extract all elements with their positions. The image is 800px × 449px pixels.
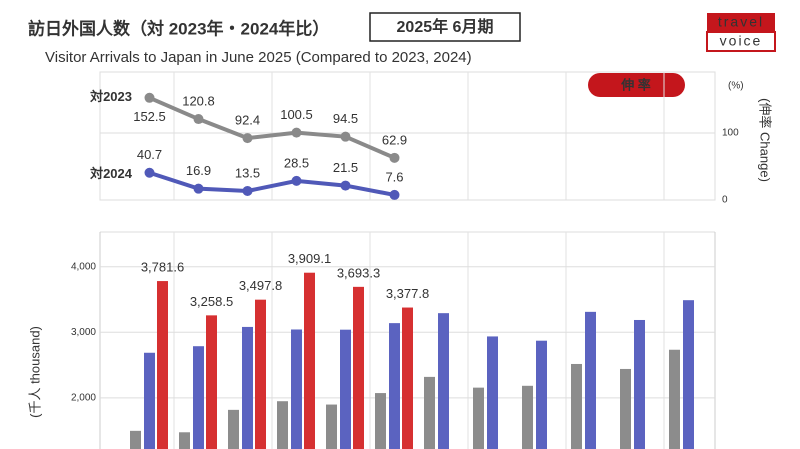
subtitle: Visitor Arrivals to Japan in June 2025 (… — [45, 49, 472, 66]
y-tick-label: 2,000 — [71, 393, 96, 404]
bar — [144, 352, 155, 449]
data-label: 3,693.3 — [337, 265, 380, 280]
y-axis-title: (千人 thousand) — [27, 326, 42, 418]
y-axis-title: (伸率 Change) — [758, 98, 773, 182]
y-tick-label: 4,000 — [71, 261, 96, 272]
data-label: 62.9 — [382, 132, 407, 147]
bar — [438, 313, 449, 449]
data-label: 3,258.5 — [190, 294, 233, 309]
data-label: 40.7 — [137, 147, 162, 162]
series-line — [148, 170, 395, 197]
bar — [206, 315, 217, 449]
bar — [375, 393, 386, 449]
point — [193, 183, 204, 194]
bar — [473, 387, 484, 449]
bar — [340, 329, 351, 449]
point — [144, 92, 155, 103]
bar — [424, 376, 435, 449]
point — [340, 131, 351, 142]
data-label: 3,497.8 — [239, 278, 282, 293]
point — [193, 114, 204, 125]
legend-label: 対2024 — [89, 166, 133, 181]
bar — [683, 300, 694, 449]
bar — [242, 326, 253, 449]
point — [291, 127, 302, 138]
title: 訪日外国人数（対 2023年・2024年比） — [28, 18, 329, 38]
bar — [179, 432, 190, 449]
period-box — [369, 12, 521, 42]
bar — [326, 404, 337, 449]
badge-bg — [588, 73, 685, 97]
y-tick-label: 0 — [722, 195, 728, 206]
bar — [304, 272, 315, 449]
data-label: 92.4 — [235, 113, 260, 128]
bar — [522, 385, 533, 449]
data-label: 100.5 — [280, 107, 313, 122]
point — [389, 189, 400, 200]
period: 2025年 6月期 — [397, 17, 494, 36]
bar — [277, 401, 288, 449]
bar — [291, 329, 302, 449]
bar — [536, 340, 547, 449]
y-unit: (%) — [728, 81, 744, 92]
data-label: 16.9 — [186, 163, 211, 178]
data-label: 94.5 — [333, 111, 358, 126]
point — [242, 133, 253, 144]
logo-bottom-bg — [706, 31, 776, 52]
y-tick-label: 3,000 — [71, 327, 96, 338]
bar — [585, 311, 596, 449]
bar — [620, 368, 631, 449]
logo-top-bg — [707, 13, 775, 32]
logo-bottom: voice — [720, 33, 763, 49]
bar — [402, 307, 413, 449]
data-label: 28.5 — [284, 155, 309, 170]
bar — [228, 409, 239, 449]
bar — [634, 319, 645, 449]
data-label: 13.5 — [235, 165, 260, 180]
badge: 伸 率 — [620, 77, 651, 92]
bar — [571, 363, 582, 449]
bar — [389, 323, 400, 449]
point — [291, 175, 302, 186]
point — [242, 185, 253, 196]
bar — [193, 346, 204, 449]
data-label: 120.8 — [182, 93, 215, 108]
point — [389, 152, 400, 163]
point — [340, 180, 351, 191]
data-label: 152.5 — [133, 109, 166, 124]
data-label: 21.5 — [333, 160, 358, 175]
data-label: 3,781.6 — [141, 260, 184, 275]
bar — [353, 286, 364, 449]
point — [144, 167, 155, 178]
y-tick-label: 100 — [722, 128, 739, 139]
bar — [130, 430, 141, 449]
series-line — [148, 95, 396, 160]
data-label: 3,377.8 — [386, 286, 429, 301]
logo-top: travel — [718, 14, 764, 30]
legend-label: 対2023 — [89, 89, 132, 104]
data-label: 3,909.1 — [288, 251, 331, 266]
bar — [669, 349, 680, 449]
data-label: 7.6 — [385, 169, 403, 184]
bar — [255, 299, 266, 449]
bar — [487, 336, 498, 449]
bar — [157, 281, 168, 449]
